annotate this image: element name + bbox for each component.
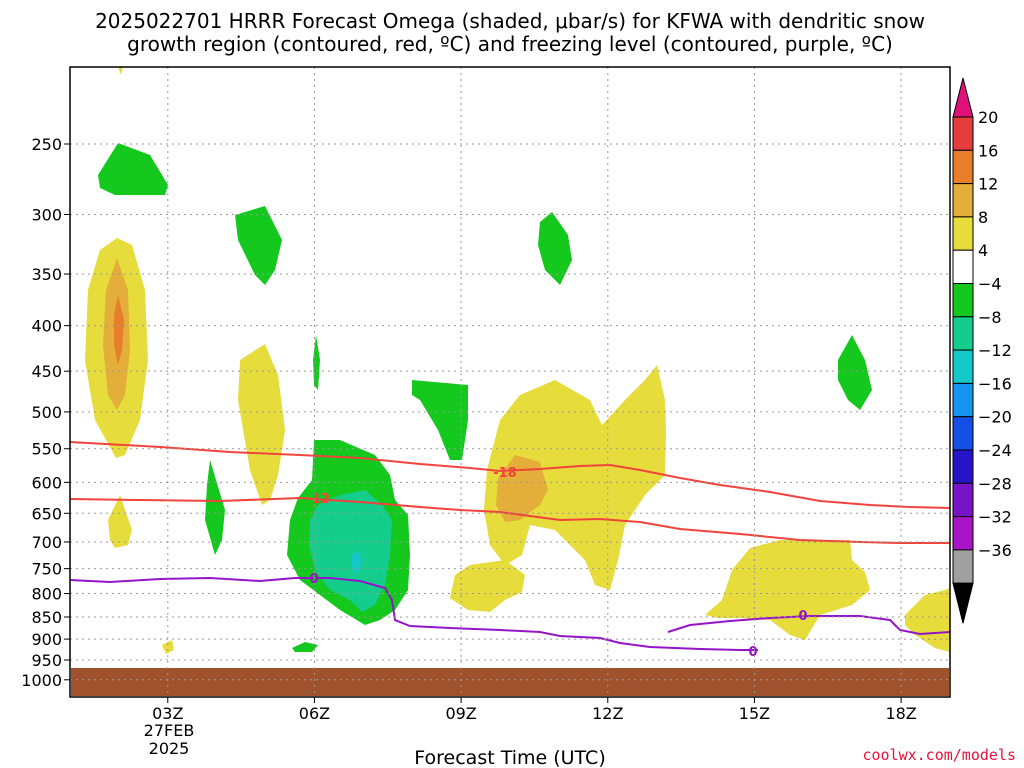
y-tick-label: 350 (31, 265, 62, 284)
colorbar-label: 12 (978, 175, 998, 194)
colorbar-label: −36 (978, 541, 1012, 560)
ground-surface (71, 668, 949, 696)
colorbar-swatch (952, 149, 974, 185)
colorbar-swatch (952, 449, 974, 484)
x-date-label-year: 2025 (149, 739, 190, 758)
y-tick-label: 300 (31, 205, 62, 224)
omega-region-green (292, 642, 318, 652)
y-tick-label: 750 (31, 560, 62, 579)
y-tick-label: 700 (31, 533, 62, 552)
contour-label-minus-12: -12 (306, 492, 330, 507)
plot-frame (69, 66, 951, 698)
x-tick-label: 03Z (152, 704, 183, 723)
colorbar-label: −32 (978, 508, 1012, 527)
colorbar-label: −20 (978, 408, 1012, 427)
colorbar-label: −28 (978, 474, 1012, 493)
colorbar-label: 20 (978, 108, 998, 127)
colorbar-label: −4 (978, 275, 1002, 294)
x-tick-label: 15Z (739, 704, 770, 723)
x-tick-label: 09Z (445, 704, 476, 723)
omega-region-green (98, 143, 168, 195)
contour-label-zero: 0 (748, 645, 757, 660)
colorbar-label: −12 (978, 341, 1012, 360)
y-grid (70, 143, 950, 681)
omega-region-green (313, 335, 320, 390)
plot-area: -18 -12 0 0 0 (69, 66, 951, 698)
omega-region-green (838, 335, 872, 410)
contour-label-zero: 0 (309, 572, 318, 587)
y-tick-label: 550 (31, 440, 62, 459)
omega-region-green (235, 206, 282, 285)
credit-text: coolwx.com/models (862, 746, 1016, 764)
omega-region-yellow (705, 540, 870, 640)
contour-zero-freezing (69, 576, 951, 651)
omega-region-orange (496, 455, 548, 522)
colorbar-swatch (952, 349, 974, 384)
colorbar-swatch (952, 116, 974, 151)
x-tick-label: 06Z (299, 704, 330, 723)
colorbar-swatch (952, 382, 974, 418)
omega-region-yellow (162, 640, 174, 654)
contour-label-minus-18: -18 (493, 466, 517, 481)
colorbar-label: −24 (978, 441, 1012, 460)
omega-region-yellow (118, 67, 123, 75)
omega-region-yellow (450, 560, 525, 612)
contour-minus-18 (69, 441, 951, 509)
y-tick-label: 1000 (21, 671, 62, 690)
x-tick-label: 18Z (885, 704, 916, 723)
y-tick-label: 650 (31, 504, 62, 523)
colorbar: 20 16 12 8 4 −4 −8 −12 −16 −20 −24 −28 −32 −36 (952, 77, 1012, 624)
y-tick-label: 850 (31, 608, 62, 627)
omega-region-green (412, 380, 468, 460)
colorbar-swatch (952, 283, 974, 318)
y-tick-label: 900 (31, 630, 62, 649)
omega-region-yellow (905, 588, 950, 652)
x-axis-title: Forecast Time (UTC) (414, 747, 605, 768)
colorbar-label: 4 (978, 241, 988, 260)
colorbar-swatch (952, 416, 974, 451)
x-axis: 03Z 06Z 09Z 12Z 15Z 18Z (152, 697, 917, 723)
colorbar-swatch (952, 549, 974, 584)
y-tick-label: 500 (31, 403, 62, 422)
omega-region-green (205, 460, 225, 555)
chart-title-line2: growth region (contoured, red, ºC) and f… (127, 32, 893, 56)
y-tick-label: 600 (31, 473, 62, 492)
contour-lines: -18 -12 0 0 0 (69, 441, 951, 660)
omega-region-yellow (108, 495, 132, 548)
colorbar-top-arrow (952, 77, 974, 118)
contour-minus-12 (69, 496, 950, 544)
omega-region-yellow (238, 344, 285, 505)
y-tick-label: 950 (31, 651, 62, 670)
colorbar-swatch (952, 516, 974, 551)
colorbar-label: 8 (978, 208, 988, 227)
y-tick-label: 250 (31, 135, 62, 154)
y-tick-label: 400 (31, 317, 62, 336)
omega-region-green (538, 212, 572, 285)
colorbar-label: 16 (978, 141, 998, 160)
omega-region-dark-orange (114, 295, 124, 365)
colorbar-swatch (952, 183, 974, 218)
colorbar-bottom-arrow (952, 582, 974, 624)
colorbar-label: −8 (978, 308, 1002, 327)
colorbar-swatch (952, 482, 974, 518)
colorbar-label: −16 (978, 374, 1012, 393)
omega-region-teal (309, 490, 392, 612)
chart-title-line1: 2025022701 HRRR Forecast Omega (shaded, … (95, 9, 925, 33)
colorbar-swatch (952, 249, 974, 284)
omega-region-yellow (484, 365, 666, 590)
colorbar-swatch (952, 316, 974, 351)
y-axis: 250 300 350 400 450 500 550 600 650 700 750 800 850 9… (21, 135, 70, 690)
x-date-label-day: 27FEB (144, 721, 195, 740)
colorbar-swatch (952, 216, 974, 251)
y-tick-label: 800 (31, 585, 62, 604)
y-tick-label: 450 (31, 362, 62, 381)
x-tick-label: 12Z (592, 704, 623, 723)
